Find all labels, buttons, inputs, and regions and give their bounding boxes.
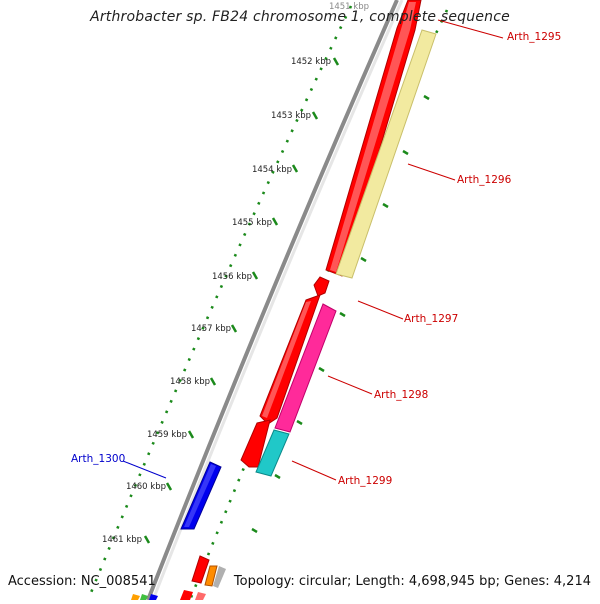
cds-arth-1297[interactable] [313,276,330,297]
gene-label-arth-1300[interactable]: Arth_1300 [71,453,125,465]
tick-1454: 1454 kbp [252,164,299,175]
hit-track [255,29,437,477]
tick-label: 1461 kbp [102,535,142,545]
tick-1459: 1459 kbp [147,430,195,440]
hit-cyan[interactable] [255,429,290,477]
tick-label: 1451 kbp [329,2,369,12]
tick-1453: 1453 kbp [271,111,319,121]
gene-label-arth-1297[interactable]: Arth_1297 [404,313,458,325]
tick-label: 1460 kbp [126,482,166,492]
cds-track [240,0,422,468]
tick-1455: 1455 kbp [232,217,279,228]
backbone [146,0,399,601]
gene-label-arth-1298[interactable]: Arth_1298 [374,389,428,401]
tick-1451: 1451 kbp [329,2,369,12]
gene-labels: Arth_1295 Arth_1296 Arth_1297 Arth_1298 … [71,31,561,487]
accession-text: Accession: NC_008541 [8,574,156,589]
leader-lines [122,19,504,481]
tick-label: 1455 kbp [232,218,272,228]
tick-label: 1453 kbp [271,111,311,121]
tick-1461: 1461 kbp [102,535,151,545]
tick-label: 1459 kbp [147,430,187,440]
inner-ring-ticks [251,94,430,534]
tick-1456: 1456 kbp [212,271,259,282]
map-title: Arthrobacter sp. FB24 chromosome 1, comp… [90,9,510,25]
tick-1460: 1460 kbp [126,482,173,492]
tick-1452: 1452 kbp [291,57,340,67]
tick-label: 1454 kbp [252,165,292,175]
scale-ticks: 1451 kbp 1452 kbp 1453 kbp 1454 kbp 1455… [102,2,369,545]
cds-arth-1299[interactable] [240,419,271,468]
tick-label: 1452 kbp [291,57,331,67]
tick-label: 1458 kbp [170,377,210,387]
tick-1458: 1458 kbp [170,377,217,387]
topology-text: Topology: circular; Length: 4,698,945 bp… [233,574,591,589]
gene-label-arth-1295[interactable]: Arth_1295 [507,31,561,43]
gene-label-arth-1296[interactable]: Arth_1296 [457,174,512,186]
tick-label: 1457 kbp [191,324,231,334]
hit-yellow[interactable] [335,29,437,279]
backbone-white [151,0,404,601]
scale-ring [86,5,353,601]
hit-pink[interactable] [274,303,337,433]
tick-1457: 1457 kbp [191,324,238,334]
gene-label-arth-1299[interactable]: Arth_1299 [338,475,392,487]
tick-label: 1456 kbp [212,272,252,282]
bottom-features [131,555,226,600]
